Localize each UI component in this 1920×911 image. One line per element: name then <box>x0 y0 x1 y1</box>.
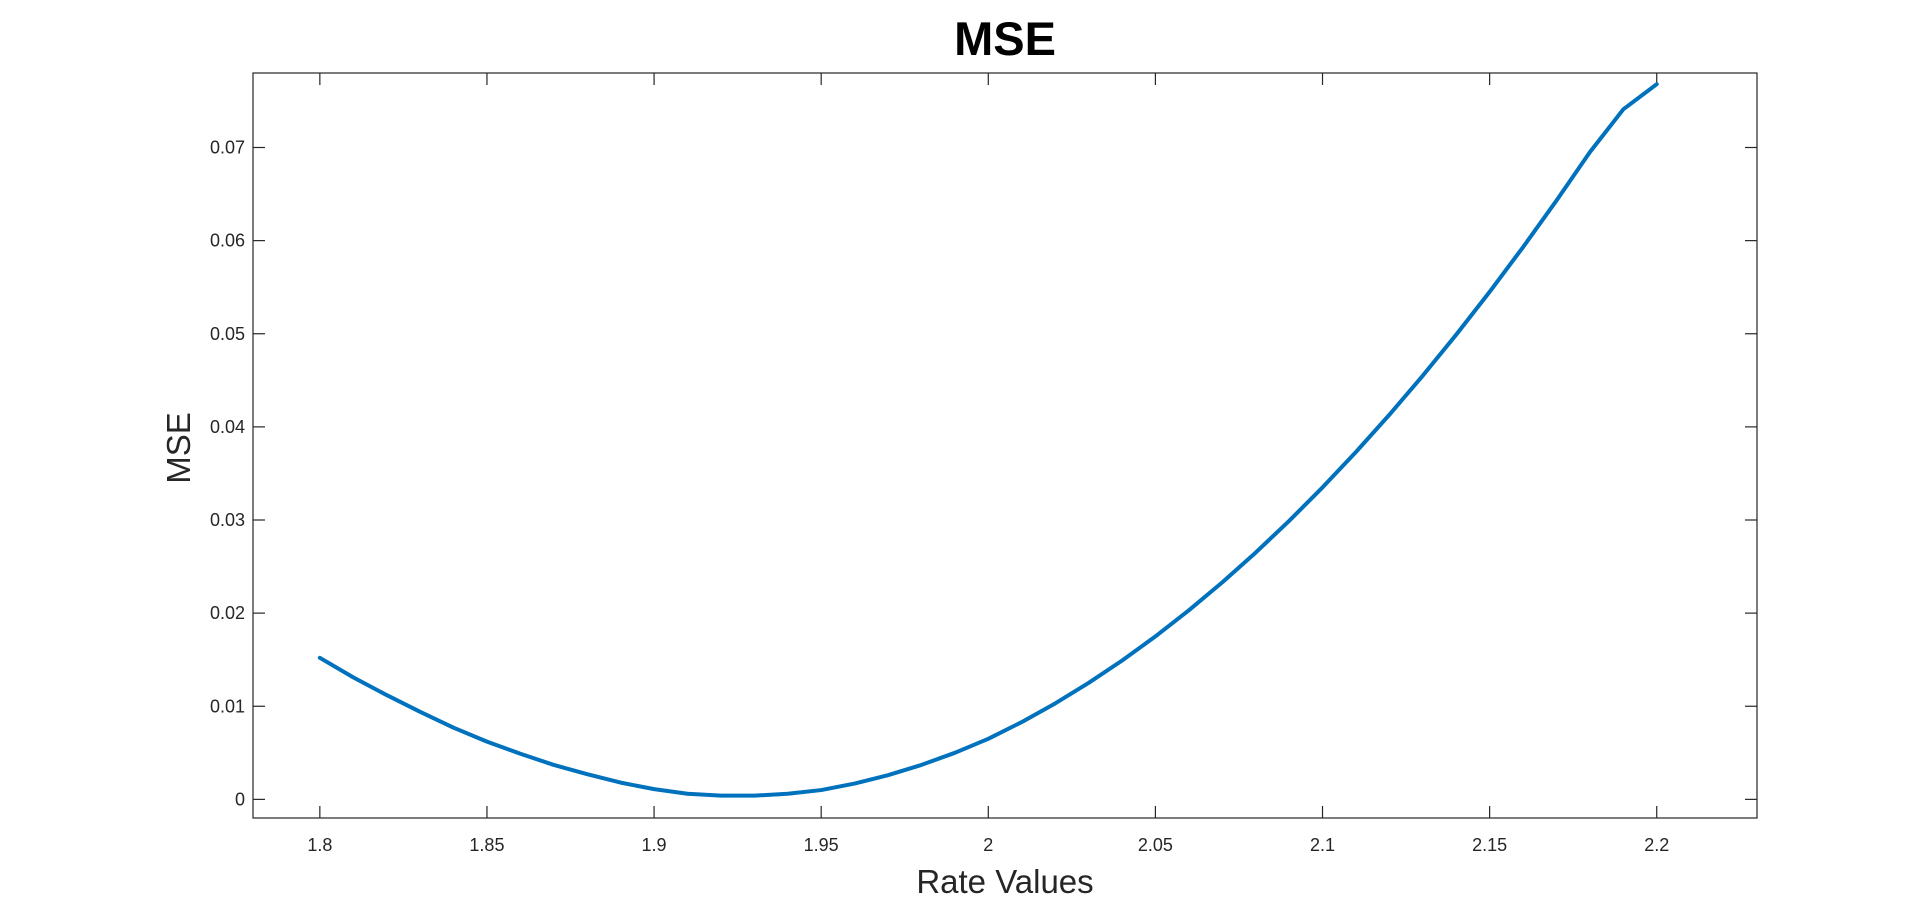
x-axis-label: Rate Values <box>916 863 1093 900</box>
y-tick-label: 0.07 <box>210 138 245 158</box>
y-axis-label: MSE <box>160 412 197 484</box>
x-tick-label: 1.85 <box>469 835 504 855</box>
y-tick-label: 0.04 <box>210 417 245 437</box>
y-axis-ticks: 0 0.01 0.02 0.03 0.04 0.05 0.06 0.07 <box>210 138 1757 809</box>
plot-area-box <box>252 72 1758 819</box>
y-tick-label: 0.01 <box>210 696 245 716</box>
x-tick-label: 2.1 <box>1310 835 1335 855</box>
axes-frame <box>252 72 1758 819</box>
y-tick-label: 0.03 <box>210 510 245 530</box>
series-line <box>317 82 1659 798</box>
y-tick-label: 0.02 <box>210 603 245 623</box>
x-tick-label: 1.95 <box>804 835 839 855</box>
x-tick-label: 2 <box>983 835 993 855</box>
series-layer <box>317 82 1659 798</box>
y-tick-label: 0 <box>235 789 245 809</box>
x-axis-ticks: 1.8 1.85 1.9 1.95 2 2.05 2.1 2.15 2.2 <box>307 73 1669 855</box>
x-tick-label: 2.15 <box>1472 835 1507 855</box>
x-tick-label: 2.05 <box>1138 835 1173 855</box>
x-tick-label: 2.2 <box>1644 835 1669 855</box>
x-tick-label: 1.8 <box>307 835 332 855</box>
x-tick-label: 1.9 <box>642 835 667 855</box>
chart-title: MSE <box>954 12 1056 65</box>
y-tick-label: 0.06 <box>210 231 245 251</box>
y-tick-label: 0.05 <box>210 324 245 344</box>
